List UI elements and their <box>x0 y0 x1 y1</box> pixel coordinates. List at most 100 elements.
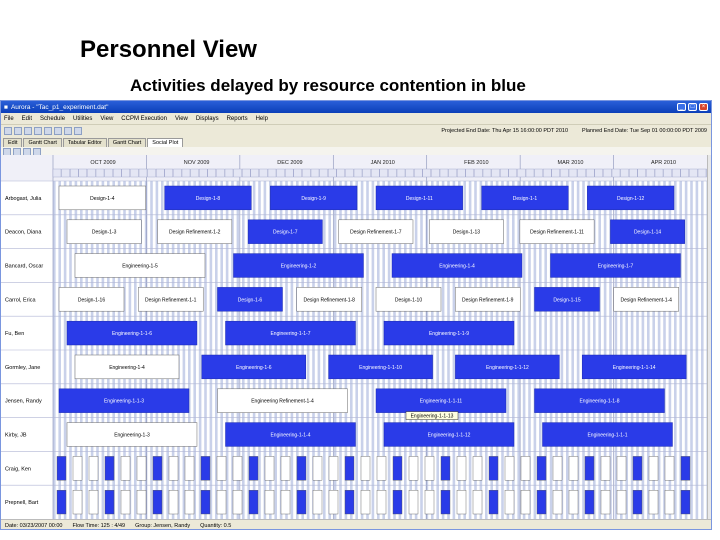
activity-bar[interactable] <box>375 287 442 312</box>
activity-bar[interactable] <box>581 354 687 380</box>
activity-bar[interactable] <box>504 490 515 515</box>
activity-bar[interactable] <box>680 456 691 481</box>
activity-bar[interactable] <box>504 456 515 481</box>
menu-utilities[interactable]: Utilities <box>73 115 93 122</box>
activity-bar[interactable] <box>232 490 243 515</box>
activity-bar[interactable] <box>392 490 403 515</box>
activity-bar[interactable] <box>248 456 259 481</box>
activity-bar[interactable] <box>440 456 451 481</box>
activity-bar[interactable] <box>247 219 323 244</box>
vertical-scrollbar[interactable] <box>707 155 711 519</box>
activity-bar[interactable] <box>542 422 673 447</box>
menu-view[interactable]: View <box>100 115 114 122</box>
menu-schedule[interactable]: Schedule <box>40 115 66 122</box>
activity-bar[interactable] <box>58 185 146 211</box>
activity-bar[interactable] <box>152 490 163 515</box>
activity-bar[interactable] <box>616 456 627 481</box>
activity-bar[interactable] <box>455 287 521 312</box>
activity-bar[interactable] <box>488 456 499 481</box>
activity-bar[interactable] <box>248 490 259 515</box>
activity-bar[interactable] <box>280 456 291 481</box>
activity-bar[interactable] <box>328 354 433 380</box>
activity-bar[interactable] <box>376 490 387 515</box>
activity-bar[interactable] <box>216 456 227 481</box>
activity-bar[interactable] <box>408 456 419 481</box>
tab-tabular-editor[interactable]: Tabular Editor <box>62 138 107 147</box>
activity-bar[interactable] <box>104 456 115 481</box>
tab-gantt-chart[interactable]: Gantt Chart <box>23 138 62 147</box>
activity-bar[interactable] <box>375 185 463 211</box>
activity-bar[interactable] <box>328 490 339 515</box>
minimize-icon[interactable]: _ <box>677 103 686 111</box>
activity-bar[interactable] <box>217 287 283 312</box>
activity-bar[interactable] <box>664 490 675 515</box>
activity-bar[interactable] <box>58 287 125 312</box>
activity-bar[interactable] <box>456 490 467 515</box>
activity-bar[interactable] <box>520 490 531 515</box>
activity-bar[interactable] <box>56 456 67 481</box>
activity-bar[interactable] <box>56 490 67 515</box>
activity-bar[interactable] <box>225 422 356 447</box>
menu-displays[interactable]: Displays <box>195 115 219 122</box>
activity-bar[interactable] <box>429 219 504 244</box>
activity-bar[interactable] <box>296 287 362 312</box>
activity-bar[interactable] <box>184 456 195 481</box>
activity-bar[interactable] <box>519 219 595 244</box>
activity-bar[interactable] <box>296 490 307 515</box>
activity-bar[interactable] <box>424 456 435 481</box>
activity-bar[interactable] <box>72 456 83 481</box>
activity-bar[interactable] <box>104 490 115 515</box>
activity-bar[interactable] <box>136 456 147 481</box>
activity-bar[interactable] <box>587 185 675 211</box>
menu-help[interactable]: Help <box>255 115 268 122</box>
activity-bar[interactable] <box>552 490 563 515</box>
schedule-icon[interactable] <box>74 127 82 135</box>
activity-bar[interactable] <box>66 219 142 244</box>
activity-bar[interactable] <box>164 185 252 211</box>
activity-bar[interactable] <box>216 490 227 515</box>
activity-bar[interactable] <box>584 456 595 481</box>
close-icon[interactable]: × <box>699 103 708 111</box>
activity-bar[interactable] <box>552 456 563 481</box>
activity-bar[interactable] <box>568 490 579 515</box>
activity-bar[interactable] <box>360 456 371 481</box>
personnel-gantt-chart[interactable]: OCT 2009 NOV 2009 DEC 2009 JAN 2010 FEB 2010… <box>1 155 707 519</box>
activity-bar[interactable] <box>58 388 190 413</box>
print-icon[interactable] <box>24 127 32 135</box>
menu-reports[interactable]: Reports <box>226 115 248 122</box>
activity-bar[interactable] <box>648 456 659 481</box>
activity-bar[interactable] <box>472 456 483 481</box>
activity-bar[interactable] <box>328 456 339 481</box>
activity-bar[interactable] <box>383 422 515 447</box>
activity-bar[interactable] <box>584 490 595 515</box>
activity-bar[interactable] <box>201 354 307 380</box>
activity-bar[interactable] <box>66 422 198 447</box>
menu-view[interactable]: View <box>174 115 188 122</box>
activity-bar[interactable] <box>138 287 204 312</box>
activity-bar[interactable] <box>184 490 195 515</box>
tab-edit[interactable]: Edit <box>3 138 23 147</box>
activity-bar[interactable] <box>312 490 323 515</box>
activity-bar[interactable] <box>600 456 611 481</box>
activity-bar[interactable] <box>610 219 685 244</box>
activity-bar[interactable] <box>296 456 307 481</box>
activity-bar[interactable] <box>74 253 206 278</box>
activity-bar[interactable] <box>72 490 83 515</box>
activity-bar[interactable] <box>270 185 358 211</box>
activity-bar[interactable] <box>472 490 483 515</box>
activity-bar[interactable] <box>217 388 348 413</box>
copy-icon[interactable] <box>44 127 52 135</box>
activity-bar[interactable] <box>424 490 435 515</box>
activity-bar[interactable] <box>264 490 275 515</box>
activity-bar[interactable] <box>344 490 355 515</box>
activity-bar[interactable] <box>648 490 659 515</box>
activity-bar[interactable] <box>568 456 579 481</box>
menu-edit[interactable]: Edit <box>21 115 33 122</box>
activity-bar[interactable] <box>74 354 180 380</box>
menu-ccpm-execution[interactable]: CCPM Execution <box>121 115 167 122</box>
activity-bar[interactable] <box>312 456 323 481</box>
activity-bar[interactable] <box>520 456 531 481</box>
activity-bar[interactable] <box>456 456 467 481</box>
activity-bar[interactable] <box>233 253 364 278</box>
tab-social-plot[interactable]: Social Plot <box>147 138 184 147</box>
